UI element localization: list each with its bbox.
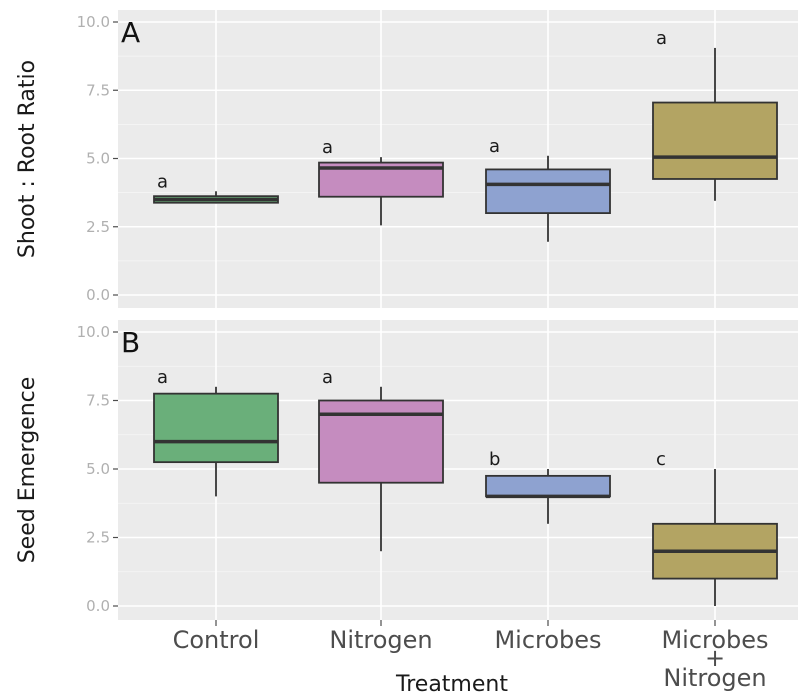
significance-letter: a (489, 136, 500, 157)
y-tick-label: 10.0 (77, 323, 110, 341)
y-tick-label: 2.5 (86, 529, 110, 547)
y-tick-label: 7.5 (86, 392, 110, 410)
significance-letter: a (322, 137, 333, 158)
y-tick-label: 2.5 (86, 218, 110, 236)
y-tick-label: 10.0 (77, 13, 110, 31)
y-tick-label: 0.0 (86, 286, 110, 304)
y-tick-label: 5.0 (86, 150, 110, 168)
significance-letter: c (656, 449, 666, 470)
box-0: a (153, 171, 279, 204)
box-body (652, 101, 778, 180)
box-body (153, 392, 279, 464)
significance-letter: a (322, 367, 333, 388)
box-3: c (652, 449, 778, 606)
box-1: a (318, 137, 444, 226)
y-axis-label: Shoot : Root Ratio (15, 60, 40, 258)
x-tick-label: Control (173, 626, 260, 654)
x-tick-label: Nitrogen (329, 626, 432, 654)
y-axis-label: Seed Emergence (15, 377, 40, 564)
box-3: a (652, 28, 778, 201)
y-tick-label: 7.5 (86, 81, 110, 99)
box-0: a (153, 367, 279, 497)
y-tick-label: 0.0 (86, 597, 110, 615)
panel-tag: A (121, 16, 140, 49)
panel-a: 0.0 2.5 5.0 7.5 10.0 A Shoot : Root Ratio a a a a (15, 10, 798, 308)
significance-letter: b (489, 449, 500, 470)
box-1: a (318, 367, 444, 552)
x-tick-label: + (705, 644, 725, 672)
box-body (485, 168, 611, 214)
x-axis: Control Nitrogen Microbes Microbes+Nitrogen… (173, 620, 769, 695)
panel-tag: B (121, 326, 140, 359)
x-axis-label: Treatment (395, 672, 508, 695)
x-tick-label: Microbes (494, 626, 601, 654)
panel-b: 0.0 2.5 5.0 7.5 10.0 B Seed Emergence a a b c (15, 320, 798, 620)
box-body (485, 474, 611, 498)
box-2: a (485, 136, 611, 242)
significance-letter: a (157, 171, 168, 192)
x-tick-label: Microbes (661, 626, 768, 654)
y-tick-label: 5.0 (86, 460, 110, 478)
significance-letter: a (157, 367, 168, 388)
x-tick-label: Nitrogen (663, 664, 766, 692)
significance-letter: a (656, 28, 667, 49)
box-2: b (485, 449, 611, 524)
